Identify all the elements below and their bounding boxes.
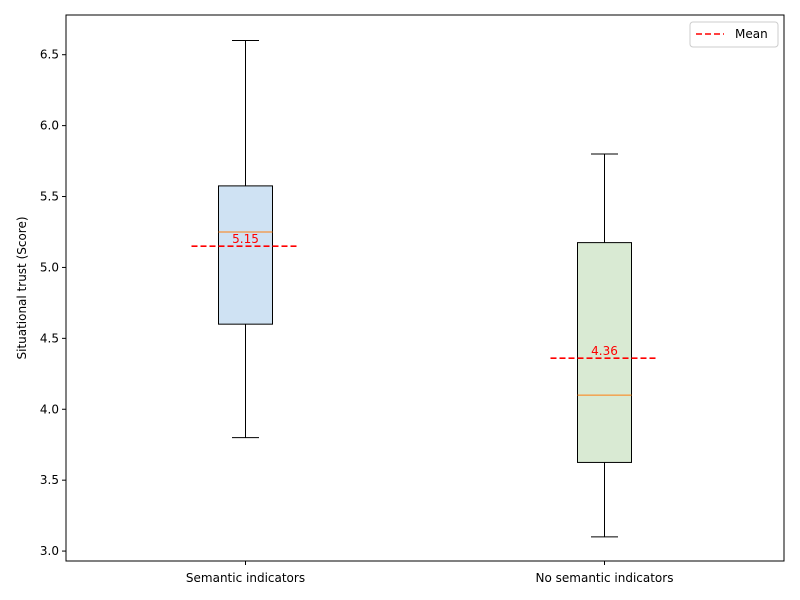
mean-value-label: 5.15 xyxy=(232,232,259,246)
iqr-box xyxy=(218,185,273,325)
boxes-layer: 5.15 4.36 xyxy=(191,40,659,538)
legend-mean-label: Mean xyxy=(735,27,768,41)
legend: Mean xyxy=(689,21,779,48)
y-tick-label: 3.5 xyxy=(40,473,59,487)
y-axis-label: Situational trust (Score) xyxy=(15,216,29,359)
y-axis: 3.0 3.5 4.0 4.5 5.0 5.5 6.0 6.5 xyxy=(40,48,66,558)
box-group: 5.15 xyxy=(191,40,300,439)
y-tick-label: 4.0 xyxy=(40,402,59,416)
plot-area xyxy=(66,15,784,561)
x-axis: Semantic indicators No semantic indicator… xyxy=(186,561,674,585)
y-tick-label: 5.5 xyxy=(40,190,59,204)
y-tick-label: 6.0 xyxy=(40,119,59,133)
box-group: 4.36 xyxy=(550,153,659,538)
iqr-box xyxy=(577,242,632,463)
legend-frame xyxy=(689,21,779,48)
x-tick-label: Semantic indicators xyxy=(186,571,305,585)
mean-value-label: 4.36 xyxy=(591,344,618,358)
y-tick-label: 4.5 xyxy=(40,331,59,345)
plot-frame xyxy=(65,14,785,562)
y-tick-label: 5.0 xyxy=(40,260,59,274)
y-tick-label: 3.0 xyxy=(40,544,59,558)
x-tick-label: No semantic indicators xyxy=(536,571,674,585)
y-tick-label: 6.5 xyxy=(40,48,59,62)
